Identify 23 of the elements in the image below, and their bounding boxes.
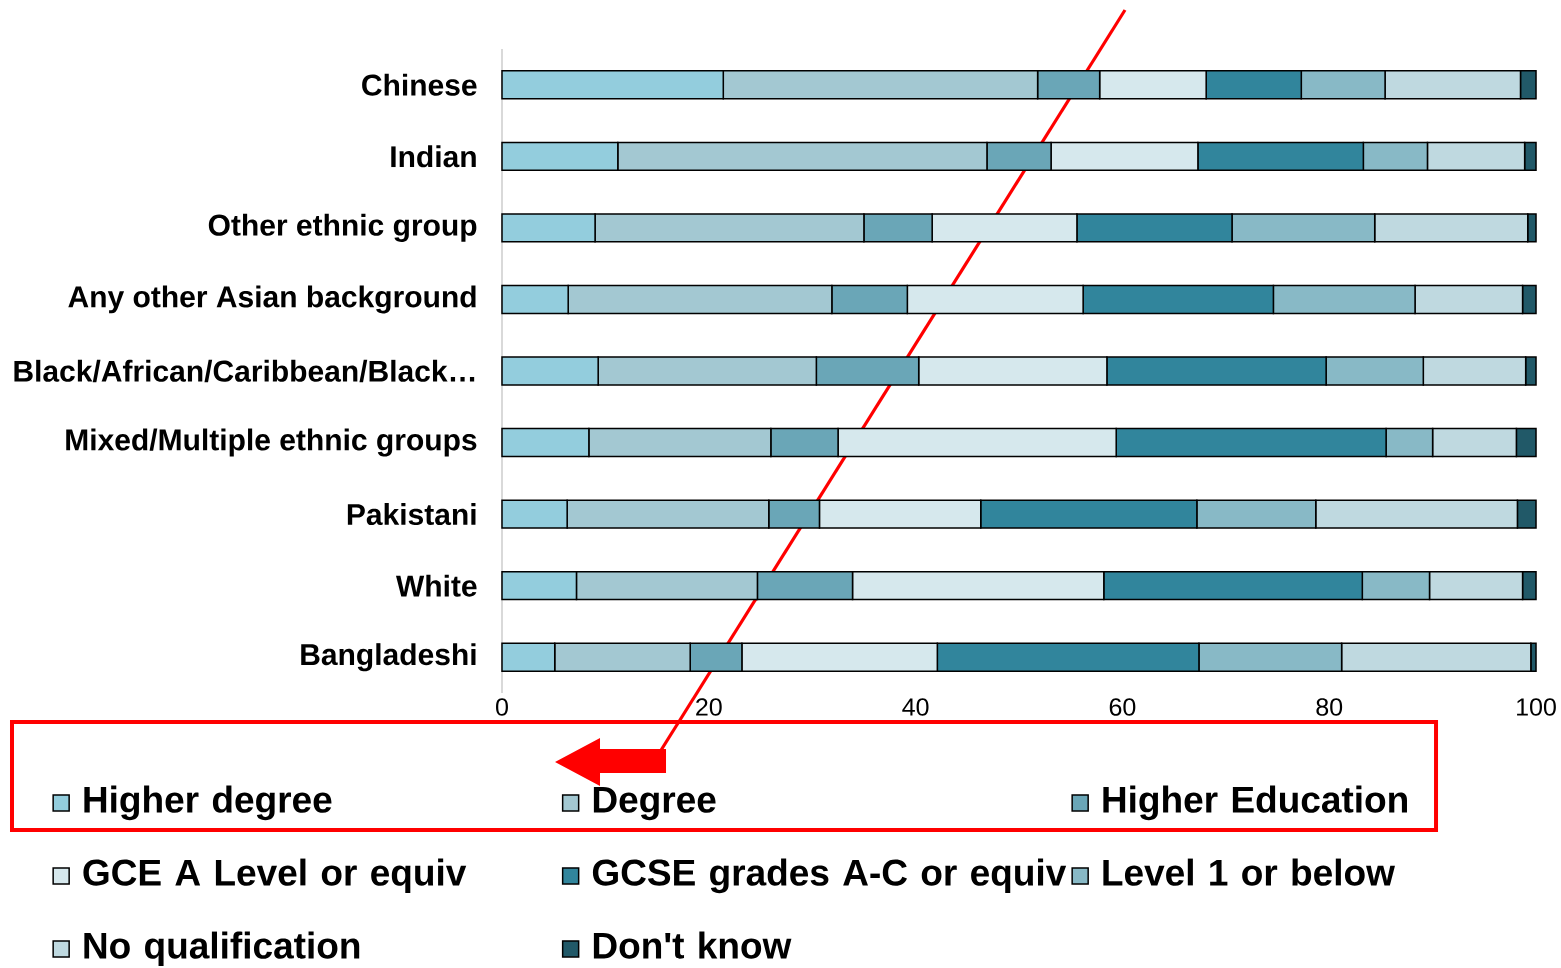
legend-label: Don't know [593,931,792,959]
legend-label: Level 1 or below [1103,858,1395,886]
legend-label: Higher degree [84,785,332,821]
y-tick-label: Indian [391,145,476,168]
legend-label: Degree [593,786,716,821]
legend-label: GCE A Level or equiv [83,858,467,894]
legend-label: Higher Education [1103,785,1407,821]
y-tick-label: Mixed/Multiple ethnic groups [66,428,477,457]
x-tick-label: 40 [902,698,929,716]
y-tick-label: Chinese [362,73,477,96]
x-tick-label: 20 [696,698,722,716]
y-tick-label: Pakistani [347,503,476,526]
y-tick-label: Any other Asian background [68,285,476,314]
y-tick-label: Black/African/Caribbean/Black… [14,359,475,383]
y-tick-label: Bangladeshi [301,643,476,672]
y-tick-label: White [395,574,477,597]
x-tick-label: 0 [496,698,508,716]
x-tick-label: 60 [1109,698,1136,716]
x-tick-label: 80 [1316,698,1343,716]
legend-label: GCSE grades A-C or equiv [592,858,1067,894]
legend-label: No qualification [84,931,360,967]
y-tick-label: Other ethnic group [208,213,477,242]
x-tick-label: 100 [1517,698,1556,716]
